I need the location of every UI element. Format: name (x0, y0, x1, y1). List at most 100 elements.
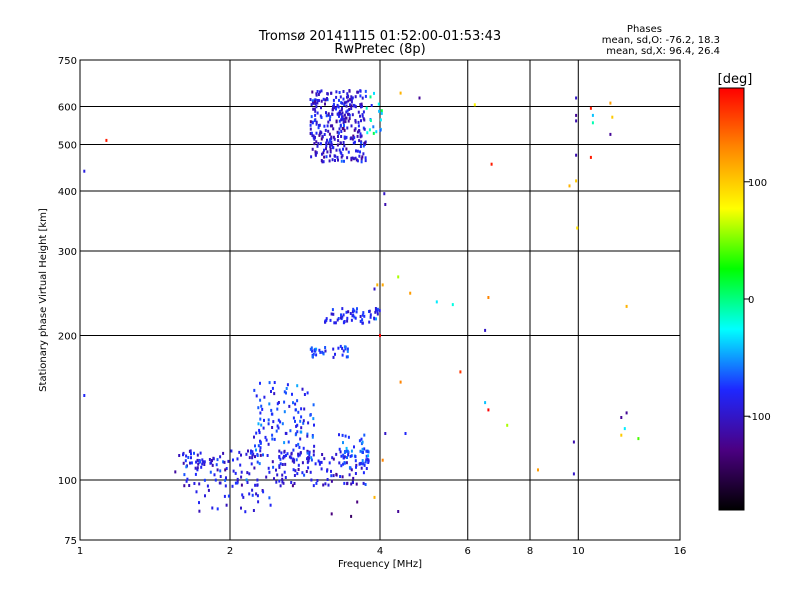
data-point (265, 475, 268, 479)
data-point (350, 454, 353, 458)
data-point (319, 350, 322, 354)
data-point (309, 470, 312, 474)
data-point (356, 159, 359, 163)
data-point (346, 349, 349, 353)
data-point (335, 148, 338, 152)
data-point (222, 451, 225, 455)
data-point (353, 128, 356, 132)
data-point (258, 428, 261, 432)
data-point (331, 308, 334, 312)
data-point (297, 454, 300, 458)
data-point (315, 151, 318, 155)
data-point (238, 450, 241, 454)
data-point (297, 452, 300, 456)
data-point (298, 453, 301, 457)
data-point (248, 492, 251, 496)
y-tick-label: 500 (58, 141, 77, 152)
data-point (309, 131, 312, 135)
data-point (332, 135, 335, 139)
data-point (292, 468, 295, 472)
data-point (362, 471, 365, 475)
data-point (314, 462, 317, 466)
data-point (397, 275, 400, 279)
data-point (275, 429, 278, 433)
data-point (296, 472, 299, 476)
data-point (353, 315, 356, 319)
data-point (359, 89, 362, 93)
data-point (299, 451, 302, 455)
data-point (351, 480, 354, 484)
data-point (105, 138, 108, 142)
data-point (317, 93, 320, 96)
data-point (589, 155, 592, 159)
data-point (347, 119, 350, 123)
data-point (359, 103, 362, 107)
data-point (370, 104, 373, 107)
data-point (287, 440, 290, 444)
data-point (625, 411, 628, 415)
data-point (211, 506, 214, 510)
data-point (185, 454, 188, 458)
data-point (375, 130, 378, 134)
data-point (372, 131, 375, 135)
data-point (355, 465, 357, 469)
data-point (296, 423, 299, 427)
y-tick-label: 300 (58, 247, 77, 258)
data-point (339, 450, 342, 454)
data-point (352, 307, 355, 311)
data-point (352, 313, 355, 317)
data-point (301, 387, 304, 391)
data-point (311, 349, 313, 353)
data-point (338, 109, 341, 113)
data-point (322, 483, 325, 487)
data-point (190, 461, 193, 465)
colorbar-ticks: 100 0 -100 (744, 178, 771, 423)
data-point (311, 355, 314, 359)
data-point (591, 121, 594, 125)
data-point (327, 141, 330, 145)
data-point (255, 448, 257, 452)
data-point (378, 309, 381, 313)
data-point (224, 484, 227, 488)
data-point (219, 469, 222, 473)
data-point (320, 159, 323, 162)
data-point (347, 150, 350, 154)
colorbar-label: [deg] (718, 72, 753, 87)
data-point (332, 102, 335, 106)
data-point (343, 455, 346, 459)
data-point (309, 123, 312, 127)
data-point (361, 318, 364, 322)
data-point (314, 152, 317, 156)
data-point (268, 496, 271, 500)
data-point (325, 141, 328, 145)
data-point (365, 106, 368, 110)
data-point (309, 127, 312, 131)
data-point (355, 310, 358, 314)
data-point (331, 143, 334, 147)
data-point (307, 459, 310, 463)
data-point (575, 96, 578, 100)
data-point (365, 449, 368, 453)
data-point (343, 320, 346, 323)
data-point (361, 321, 364, 325)
data-point (331, 158, 334, 162)
data-point (362, 152, 365, 156)
data-point (290, 481, 293, 484)
data-point (354, 472, 357, 475)
data-point (283, 454, 285, 458)
data-point (373, 316, 376, 320)
data-point (208, 458, 211, 461)
data-point (326, 150, 329, 154)
data-point (365, 454, 368, 458)
data-point (281, 480, 284, 484)
data-point (310, 458, 313, 462)
data-point (196, 466, 199, 470)
data-point (332, 457, 335, 461)
data-point (537, 468, 539, 472)
data-point (83, 169, 86, 173)
data-point (329, 145, 332, 149)
data-point (347, 453, 350, 457)
data-point (361, 104, 363, 108)
data-point (313, 423, 315, 427)
